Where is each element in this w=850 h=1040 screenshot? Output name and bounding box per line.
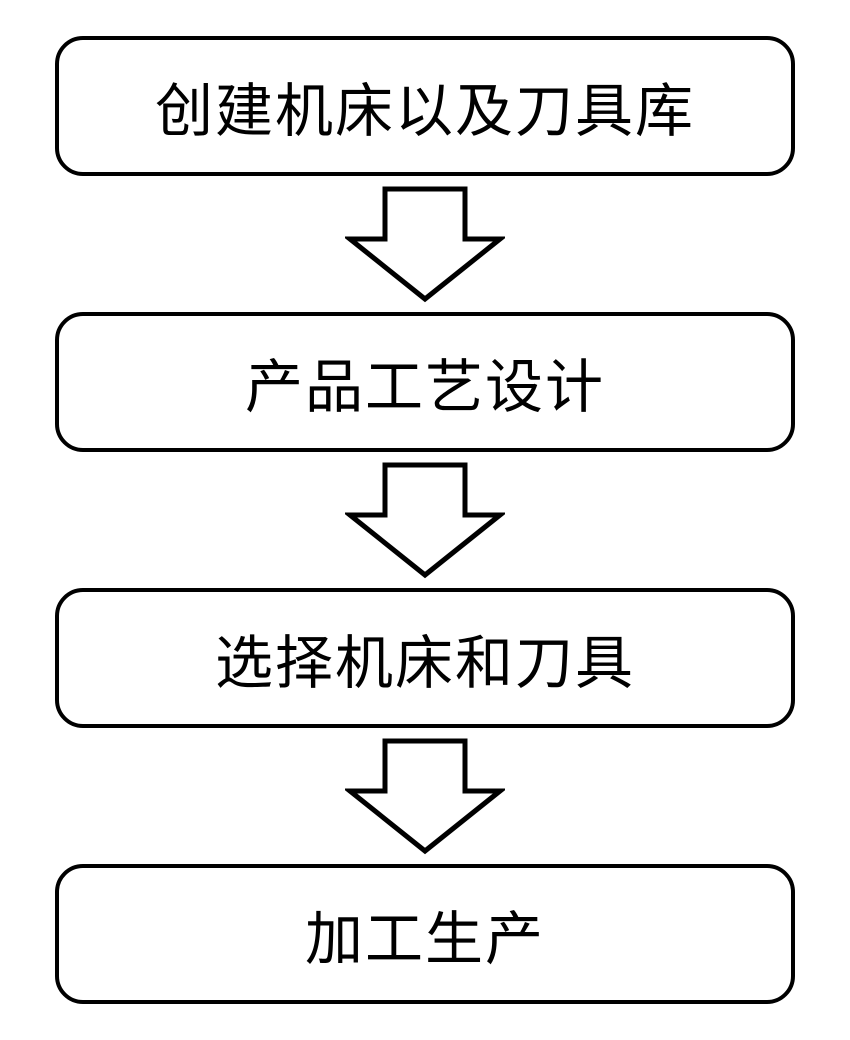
flow-node-1-label: 创建机床以及刀具库 bbox=[155, 64, 695, 148]
flowchart-container: 创建机床以及刀具库 产品工艺设计 选择机床和刀具 加工生产 bbox=[0, 36, 850, 1004]
block-arrow-down-icon bbox=[345, 736, 505, 856]
flow-node-3-label: 选择机床和刀具 bbox=[215, 616, 635, 700]
flow-arrow-2 bbox=[345, 460, 505, 580]
flow-node-4: 加工生产 bbox=[55, 864, 795, 1004]
flow-arrow-3 bbox=[345, 736, 505, 856]
flow-node-2: 产品工艺设计 bbox=[55, 312, 795, 452]
block-arrow-down-icon bbox=[345, 184, 505, 304]
flow-node-3: 选择机床和刀具 bbox=[55, 588, 795, 728]
flow-arrow-1 bbox=[345, 184, 505, 304]
flow-node-4-label: 加工生产 bbox=[305, 892, 545, 976]
flow-node-2-label: 产品工艺设计 bbox=[245, 340, 605, 424]
flow-node-1: 创建机床以及刀具库 bbox=[55, 36, 795, 176]
block-arrow-down-icon bbox=[345, 460, 505, 580]
